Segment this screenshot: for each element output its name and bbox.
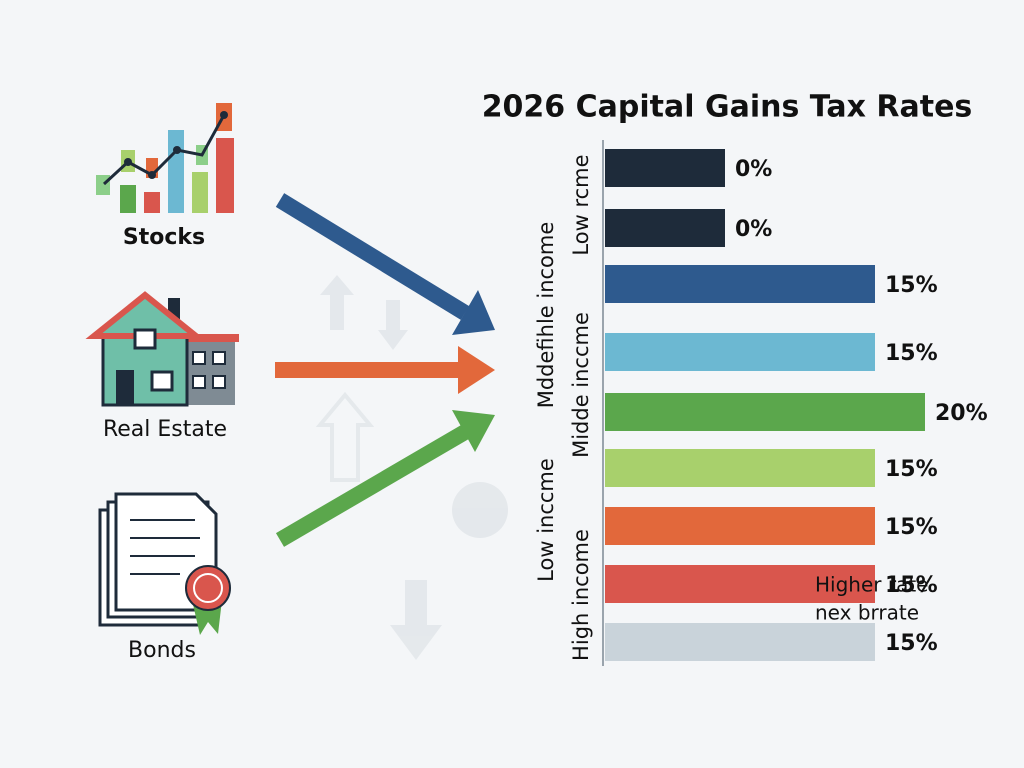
decor bbox=[320, 275, 354, 295]
group-label: Low inccme bbox=[534, 458, 558, 582]
point bbox=[173, 146, 181, 154]
group-label: Midde inccme bbox=[569, 312, 593, 458]
asset-label: Real Estate bbox=[103, 417, 227, 442]
group-label: Low rcme bbox=[569, 154, 593, 255]
value-label: 15% bbox=[885, 457, 938, 482]
roof bbox=[181, 334, 239, 342]
bar bbox=[605, 393, 925, 431]
bar bbox=[605, 449, 875, 487]
point bbox=[124, 158, 132, 166]
value-label: 15% bbox=[885, 573, 938, 598]
asset-label: Bonds bbox=[128, 638, 196, 663]
decor bbox=[405, 580, 427, 630]
decor bbox=[390, 625, 442, 660]
window bbox=[192, 351, 206, 365]
window bbox=[212, 375, 226, 389]
arrowhead bbox=[452, 290, 495, 335]
asset-label: Stocks bbox=[123, 225, 205, 250]
point bbox=[220, 111, 228, 119]
bar bbox=[605, 149, 725, 187]
annotation: Higher rate bbox=[815, 573, 928, 597]
real-estate-icon bbox=[85, 291, 239, 407]
building bbox=[185, 340, 235, 405]
candle bbox=[120, 185, 136, 213]
annotation: nex brrate bbox=[815, 601, 919, 625]
group-label: Mddefihle income bbox=[534, 222, 558, 409]
arrowhead bbox=[452, 410, 495, 452]
background-decoration bbox=[315, 275, 508, 660]
group-label: High income bbox=[569, 529, 593, 661]
decor bbox=[378, 330, 408, 350]
candle bbox=[144, 192, 160, 213]
arrow bbox=[275, 193, 470, 320]
bar bbox=[605, 265, 875, 303]
seal bbox=[185, 565, 231, 611]
bonds-icon bbox=[98, 492, 231, 635]
trend-line bbox=[102, 114, 226, 186]
window bbox=[212, 351, 226, 365]
window bbox=[150, 370, 174, 392]
value-label: 15% bbox=[885, 631, 938, 656]
candle bbox=[216, 138, 234, 213]
arrowhead bbox=[458, 346, 495, 394]
bar bbox=[605, 209, 725, 247]
value-label: 15% bbox=[885, 273, 938, 298]
window bbox=[133, 328, 157, 350]
value-label: 0% bbox=[735, 217, 772, 242]
chart-title: 2026 Capital Gains Tax Rates bbox=[482, 90, 973, 125]
window bbox=[192, 375, 206, 389]
value-label: 15% bbox=[885, 515, 938, 540]
value-label: 15% bbox=[885, 341, 938, 366]
value-label: 20% bbox=[935, 401, 988, 426]
decor bbox=[452, 482, 508, 538]
candle bbox=[96, 175, 110, 195]
arrows bbox=[275, 193, 495, 547]
value-label: 0% bbox=[735, 157, 772, 182]
decor bbox=[386, 300, 400, 336]
stocks-icon bbox=[96, 103, 234, 213]
point bbox=[148, 171, 156, 179]
bar bbox=[605, 507, 875, 545]
bar bbox=[605, 565, 875, 603]
seal-ring bbox=[193, 573, 223, 603]
decor bbox=[315, 391, 375, 482]
candle bbox=[192, 172, 208, 213]
bar bbox=[605, 623, 875, 661]
bar bbox=[605, 333, 875, 371]
arrow bbox=[275, 425, 470, 547]
candle bbox=[168, 130, 184, 213]
door bbox=[116, 370, 134, 405]
decor bbox=[330, 290, 344, 330]
